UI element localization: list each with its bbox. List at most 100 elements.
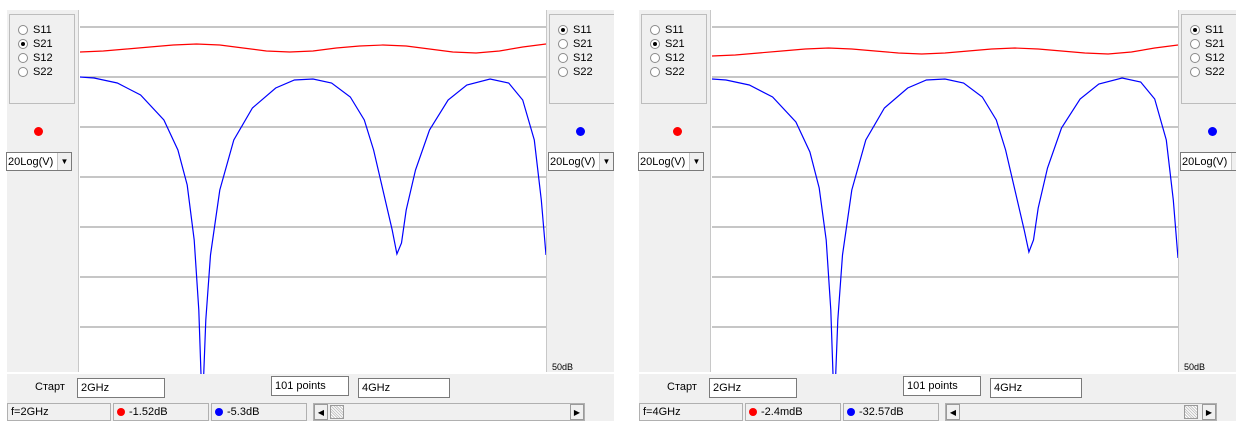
right-scale-select[interactable]: 20Log(V) ▼ [548,152,614,171]
left-scale-select[interactable]: 20Log(V) ▼ [6,152,72,171]
start-frequency-input[interactable]: 2GHz [709,378,797,398]
radio-s11[interactable]: S11 [550,23,614,37]
right-sparam-radio-group: S11 S21 S12 S22 [549,14,614,104]
radio-button[interactable] [18,53,28,63]
radio-label: S22 [1205,66,1225,78]
start-label: Старт [35,381,65,393]
freq-text: f=2GHz [11,406,49,418]
radio-label: S12 [33,52,53,64]
select-value: 20Log(V) [8,155,54,168]
radio-button[interactable] [1190,39,1200,49]
freq-readout: f=2GHz [7,403,111,421]
radio-s11[interactable]: S11 [1182,23,1236,37]
chevron-down-icon[interactable]: ▼ [599,153,613,170]
points-input[interactable]: 101 points [903,376,981,396]
scroll-left-icon[interactable]: ◀ [314,404,328,420]
blue-trace-marker-icon [1208,127,1217,136]
radio-button[interactable] [1190,67,1200,77]
right-scale-select[interactable]: 20Log(V) ▼ [1180,152,1236,171]
radio-s12[interactable]: S12 [642,51,706,65]
radio-button[interactable] [650,53,660,63]
scale-label: 50dB [1184,362,1206,372]
scroll-left-icon[interactable]: ◀ [946,404,960,420]
radio-s22[interactable]: S22 [642,65,706,79]
freq-text: f=4GHz [643,406,681,418]
select-value: 20Log(V) [550,155,596,168]
blue-readout: -32.57dB [843,403,939,421]
start-frequency-input[interactable]: 2GHz [77,378,165,398]
select-value: 20Log(V) [1182,155,1228,168]
red-trace [80,43,546,54]
bottom-bar: Старт 2GHz 101 points 4GHz f=2GHz -1.52d… [7,374,614,421]
radio-s21[interactable]: S21 [10,37,74,51]
radio-s12[interactable]: S12 [550,51,614,65]
frequency-scrollbar[interactable]: ◀ ▶ [945,403,1217,421]
blue-readout-text: -5.3dB [227,406,260,418]
left-sparam-radio-group: S11 S21 S12 S22 [9,14,75,104]
radio-button[interactable] [558,25,568,35]
analyzer-window-left: S11 S21 S12 S22 20Log(V) ▼ S11 S21 S12 S… [0,0,614,421]
red-dot-icon [749,408,757,416]
radio-button[interactable] [558,39,568,49]
radio-label: S21 [33,38,53,50]
stop-frequency-input[interactable]: 4GHz [990,378,1082,398]
radio-button[interactable] [18,25,28,35]
red-trace-marker-icon [673,127,682,136]
radio-s21[interactable]: S21 [642,37,706,51]
radio-button[interactable] [558,67,568,77]
blue-readout: -5.3dB [211,403,307,421]
scroll-thumb[interactable] [330,405,344,419]
radio-button[interactable] [1190,25,1200,35]
radio-s12[interactable]: S12 [10,51,74,65]
points-input[interactable]: 101 points [271,376,349,396]
chevron-down-icon[interactable]: ▼ [689,153,703,170]
select-value: 20Log(V) [640,155,686,168]
radio-s12[interactable]: S12 [1182,51,1236,65]
radio-button[interactable] [18,67,28,77]
scroll-right-icon[interactable]: ▶ [570,404,584,420]
radio-s22[interactable]: S22 [10,65,74,79]
bottom-bar: Старт 2GHz 101 points 4GHz f=4GHz -2.4md… [639,374,1236,421]
radio-button[interactable] [650,39,660,49]
right-control-panel: S11 S21 S12 S22 20Log(V) ▼ 50dB [546,10,614,372]
blue-trace [80,76,546,374]
red-trace [712,44,1178,57]
radio-label: S12 [665,52,685,64]
right-sparam-radio-group: S11 S21 S12 S22 [1181,14,1236,104]
radio-s22[interactable]: S22 [550,65,614,79]
radio-label: S21 [665,38,685,50]
analyzer-window-right: S11 S21 S12 S22 20Log(V) ▼ S11 S21 S12 S… [632,0,1236,421]
start-label: Старт [667,381,697,393]
radio-s21[interactable]: S21 [1182,37,1236,51]
radio-s21[interactable]: S21 [550,37,614,51]
left-scale-select[interactable]: 20Log(V) ▼ [638,152,704,171]
trace-plot [712,26,1178,374]
radio-button[interactable] [18,39,28,49]
left-control-panel: S11 S21 S12 S22 20Log(V) ▼ [6,10,79,372]
blue-dot-icon [847,408,855,416]
scroll-thumb[interactable] [1184,405,1198,419]
chevron-down-icon[interactable]: ▼ [1231,153,1236,170]
blue-readout-text: -32.57dB [859,406,904,418]
chevron-down-icon[interactable]: ▼ [57,153,71,170]
radio-s11[interactable]: S11 [10,23,74,37]
radio-button[interactable] [1190,53,1200,63]
red-readout-text: -1.52dB [129,406,168,418]
blue-trace [712,77,1178,374]
radio-s22[interactable]: S22 [1182,65,1236,79]
radio-button[interactable] [558,53,568,63]
left-control-panel: S11 S21 S12 S22 20Log(V) ▼ [638,10,711,372]
frequency-scrollbar[interactable]: ◀ ▶ [313,403,585,421]
radio-label: S22 [33,66,53,78]
radio-s11[interactable]: S11 [642,23,706,37]
scale-label: 50dB [552,362,574,372]
radio-label: S11 [665,24,684,36]
radio-label: S21 [573,38,593,50]
trace-plot [80,26,546,374]
radio-label: S12 [1205,52,1225,64]
radio-button[interactable] [650,67,660,77]
scroll-right-icon[interactable]: ▶ [1202,404,1216,420]
radio-button[interactable] [650,25,660,35]
radio-label: S11 [573,24,592,36]
stop-frequency-input[interactable]: 4GHz [358,378,450,398]
